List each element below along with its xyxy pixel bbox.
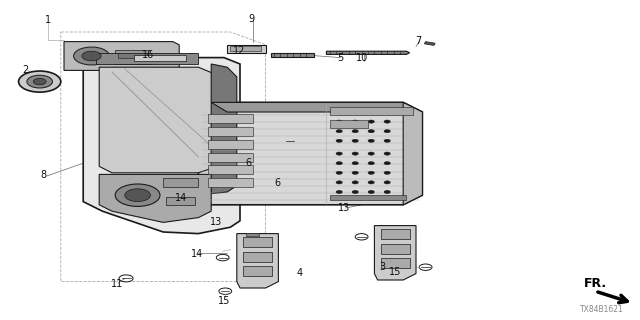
Text: 16: 16 [142,50,155,60]
Bar [243,266,272,276]
Circle shape [368,171,374,174]
Circle shape [125,189,150,202]
Circle shape [336,181,342,184]
Circle shape [336,171,342,174]
Text: 8: 8 [40,170,47,180]
Circle shape [384,120,390,123]
Circle shape [384,130,390,133]
Bar [230,46,261,51]
Circle shape [384,171,390,174]
Bar [208,140,253,149]
Bar [208,178,253,187]
Circle shape [368,152,374,155]
Polygon shape [237,234,278,288]
Bar [166,197,195,205]
Circle shape [352,162,358,165]
Circle shape [336,120,342,123]
Text: 14: 14 [191,249,204,259]
Circle shape [368,162,374,165]
Bar [118,53,147,58]
Polygon shape [403,102,422,205]
Bar [134,55,186,61]
Circle shape [368,130,374,133]
Text: 13: 13 [210,217,223,227]
Polygon shape [198,102,422,205]
Circle shape [384,181,390,184]
Polygon shape [99,67,218,173]
Bar [208,114,253,123]
Bar [208,127,253,136]
Text: 2: 2 [22,65,29,75]
Circle shape [352,139,358,142]
Circle shape [115,184,160,206]
Circle shape [336,162,342,165]
Circle shape [368,120,374,123]
Text: 11: 11 [111,279,124,289]
Polygon shape [211,64,237,194]
Polygon shape [211,102,422,112]
Bar [243,252,272,262]
Circle shape [384,152,390,155]
Polygon shape [227,45,266,53]
Circle shape [33,78,46,85]
Circle shape [82,51,101,61]
Bar [208,165,253,174]
Text: 12: 12 [232,45,245,56]
Text: 15: 15 [218,296,230,306]
Bar [330,195,406,200]
Circle shape [384,139,390,142]
Text: 10: 10 [356,52,369,63]
Circle shape [352,120,358,123]
Circle shape [336,152,342,155]
Text: 3: 3 [380,262,386,272]
Polygon shape [96,53,198,64]
Bar [208,153,253,162]
Circle shape [336,139,342,142]
Text: FR.: FR. [584,276,607,290]
Circle shape [368,139,374,142]
Circle shape [352,190,358,194]
Text: 7: 7 [415,36,421,46]
Bar [246,233,259,236]
Polygon shape [64,42,179,70]
Circle shape [368,181,374,184]
Polygon shape [99,174,211,222]
Circle shape [384,190,390,194]
Text: 6: 6 [274,178,280,188]
Text: 15: 15 [389,267,402,277]
Bar [330,120,368,128]
Bar [243,237,272,247]
Polygon shape [271,53,314,57]
Text: TX84B1621: TX84B1621 [580,305,624,314]
Text: 14: 14 [175,193,188,203]
Circle shape [352,152,358,155]
Text: 5: 5 [337,52,344,63]
Bar [381,229,410,239]
Circle shape [19,71,61,92]
Circle shape [352,181,358,184]
Circle shape [27,75,52,88]
Circle shape [336,190,342,194]
Text: 6: 6 [245,157,252,168]
Circle shape [384,162,390,165]
Bar [330,107,413,115]
Circle shape [352,171,358,174]
Bar [115,50,150,64]
Bar [381,244,410,254]
Text: 1: 1 [45,15,51,25]
Text: 13: 13 [338,203,351,213]
Polygon shape [374,226,416,280]
Circle shape [352,130,358,133]
Text: 9: 9 [248,13,255,24]
Circle shape [368,190,374,194]
Text: 4: 4 [296,268,303,278]
Polygon shape [83,51,240,234]
Polygon shape [326,51,410,54]
Bar [163,178,198,187]
Circle shape [336,130,342,133]
Polygon shape [424,42,435,45]
Circle shape [74,47,109,65]
Bar [381,258,410,268]
